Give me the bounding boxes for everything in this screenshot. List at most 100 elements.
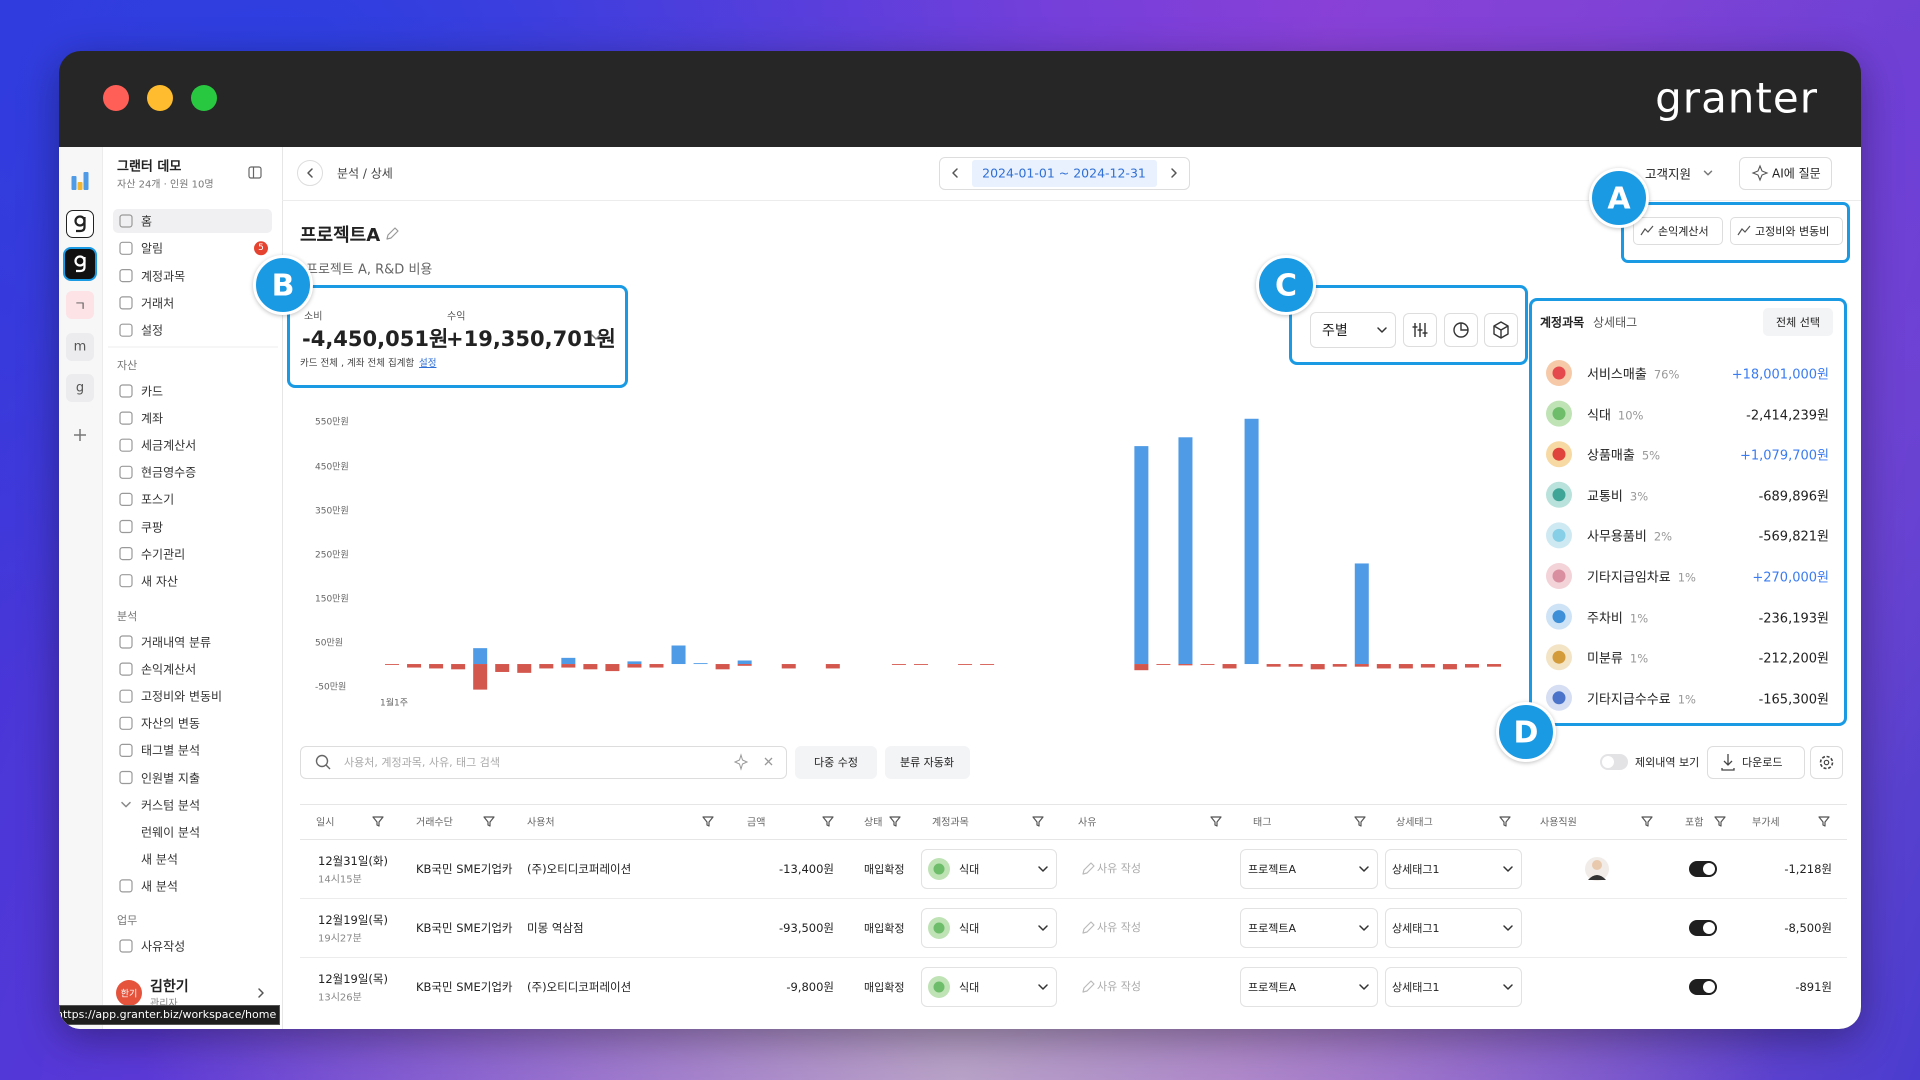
show-excluded-label[interactable]: 제외내역 보기 [1635,756,1700,769]
bulk-edit-text[interactable]: 다중 수정 [814,756,858,769]
nav-item[interactable]: 카드 [141,384,164,399]
nav-item[interactable]: 쿠팡 [141,520,164,534]
column-header[interactable]: 계정과목 [932,817,969,829]
cell-tag[interactable]: 프로젝트A [1248,981,1297,994]
support-menu[interactable]: 고객지원 [1645,166,1692,182]
download-text[interactable]: 다운로드 [1742,756,1783,769]
workspace-icon[interactable] [66,291,94,319]
report-button-text[interactable]: 손익계산서 [1658,225,1709,238]
column-header[interactable]: 포함 [1685,817,1704,829]
nav-item[interactable]: 세금계산서 [141,438,197,453]
nav-item[interactable]: 커스텀 분석 [141,798,201,813]
cell-tag[interactable]: 프로젝트A [1248,922,1297,935]
chart-option-button[interactable] [1484,313,1518,347]
column-header[interactable]: 상세태그 [1396,817,1433,829]
category-label[interactable]: 기타지급수수료 1% [1587,688,1696,707]
detail-tag-select[interactable] [1385,967,1522,1007]
nav-item[interactable]: 손익계산서 [141,662,197,677]
nav-item[interactable]: 자산의 변동 [141,716,201,731]
panel-tab[interactable]: 상세태그 [1593,315,1638,330]
workspace-icon[interactable] [66,210,94,238]
category-label[interactable]: 미분류 1% [1587,648,1648,667]
category-label[interactable]: 교통비 3% [1587,485,1648,504]
ai-button-text[interactable]: AI에 질문 [1772,166,1821,181]
nav-item[interactable]: 포스기 [141,492,175,507]
nav-item[interactable]: 새 분석 [141,879,178,894]
nav-item[interactable]: 새 자산 [141,574,178,589]
panel-tab-active[interactable]: 계정과목 [1540,315,1585,330]
nav-item[interactable]: 홈 [141,214,153,229]
category-label[interactable]: 상품매출 5% [1587,445,1660,464]
account-select[interactable] [921,967,1057,1007]
summary-settings-link[interactable]: 설정 [419,358,437,369]
column-header[interactable]: 사용직원 [1540,817,1577,829]
cell-tag[interactable]: 프로젝트A [1248,863,1297,876]
nav-item[interactable]: 알림 [141,241,164,256]
period-select[interactable] [1310,312,1396,348]
category-label[interactable]: 사무용품비 2% [1587,526,1672,545]
nav-sub-item[interactable]: 새 분석 [141,852,178,867]
chart-option-button[interactable] [1444,313,1478,347]
workspace-icon[interactable] [66,333,94,361]
column-header[interactable]: 사유 [1078,817,1097,829]
select-all-button[interactable] [1763,308,1833,336]
auto-classify-text[interactable]: 분류 자동화 [899,756,955,769]
period-select-text[interactable]: 주별 [1322,323,1348,339]
column-header[interactable]: 상태 [864,817,883,829]
detail-tag-select[interactable] [1385,908,1522,948]
account-select[interactable] [921,908,1057,948]
nav-item[interactable]: 계정과목 [141,269,186,284]
nav-item[interactable]: 사유작성 [141,939,186,954]
column-header[interactable]: 부가세 [1752,817,1780,829]
ai-button[interactable] [1739,157,1832,190]
select-all-text[interactable]: 전체 선택 [1776,316,1820,329]
cell-detail-tag[interactable]: 상세태그1 [1392,863,1440,876]
cell-account[interactable]: 식대 [959,863,980,876]
nav-item[interactable]: 현금영수증 [141,465,197,480]
nav-item[interactable]: 설정 [141,323,164,338]
date-range-value[interactable] [972,160,1157,187]
column-header[interactable]: 태그 [1253,817,1272,829]
column-header[interactable]: 사용처 [527,817,555,829]
user-name[interactable]: 김한기 [150,979,189,995]
cell-account[interactable]: 식대 [959,981,980,994]
nav-item[interactable]: 거래처 [141,296,175,311]
category-label[interactable]: 서비스매출 76% [1587,364,1679,383]
bulk-edit-button[interactable] [795,746,877,779]
cell-detail-tag[interactable]: 상세태그1 [1392,981,1440,994]
category-label[interactable]: 주차비 1% [1587,607,1648,626]
settings-button[interactable] [1810,746,1843,779]
cell-memo[interactable]: 사유 작성 [1097,980,1141,993]
report-button-text[interactable]: 고정비와 변동비 [1755,225,1830,238]
detail-tag-select[interactable] [1385,849,1522,889]
nav-item[interactable]: 수기관리 [141,547,186,562]
search-box[interactable] [300,746,787,779]
column-header[interactable]: 거래수단 [416,817,453,829]
cell-account[interactable]: 식대 [959,922,980,935]
cell-detail-tag[interactable]: 상세태그1 [1392,922,1440,935]
tag-select[interactable] [1240,967,1378,1007]
cell-memo[interactable]: 사유 작성 [1097,862,1141,875]
column-header[interactable]: 금액 [747,817,766,829]
maximize-button[interactable] [191,85,217,111]
workspace-icon[interactable] [66,374,94,402]
nav-sub-item[interactable]: 런웨이 분석 [141,825,201,840]
back-button[interactable] [297,160,323,186]
download-button[interactable] [1707,746,1805,779]
auto-classify-button[interactable] [885,746,970,779]
nav-item[interactable]: 거래내역 분류 [141,635,212,650]
account-select[interactable] [921,849,1057,889]
category-label[interactable]: 식대 10% [1587,404,1643,423]
tag-select[interactable] [1240,908,1378,948]
minimize-button[interactable] [147,85,173,111]
workspace-icon-selected[interactable] [63,247,97,281]
search-placeholder[interactable]: 사용처, 계정과목, 사유, 태그 검색 [344,756,501,769]
close-button[interactable] [103,85,129,111]
cell-memo[interactable]: 사유 작성 [1097,921,1141,934]
nav-item[interactable]: 태그별 분석 [141,743,201,758]
category-label[interactable]: 기타지급임차료 1% [1587,567,1696,586]
nav-item[interactable]: 인원별 지출 [141,771,201,785]
date-range-text[interactable]: 2024-01-01 ~ 2024-12-31 [982,165,1146,181]
tag-select[interactable] [1240,849,1378,889]
nav-item[interactable]: 계좌 [141,411,164,426]
